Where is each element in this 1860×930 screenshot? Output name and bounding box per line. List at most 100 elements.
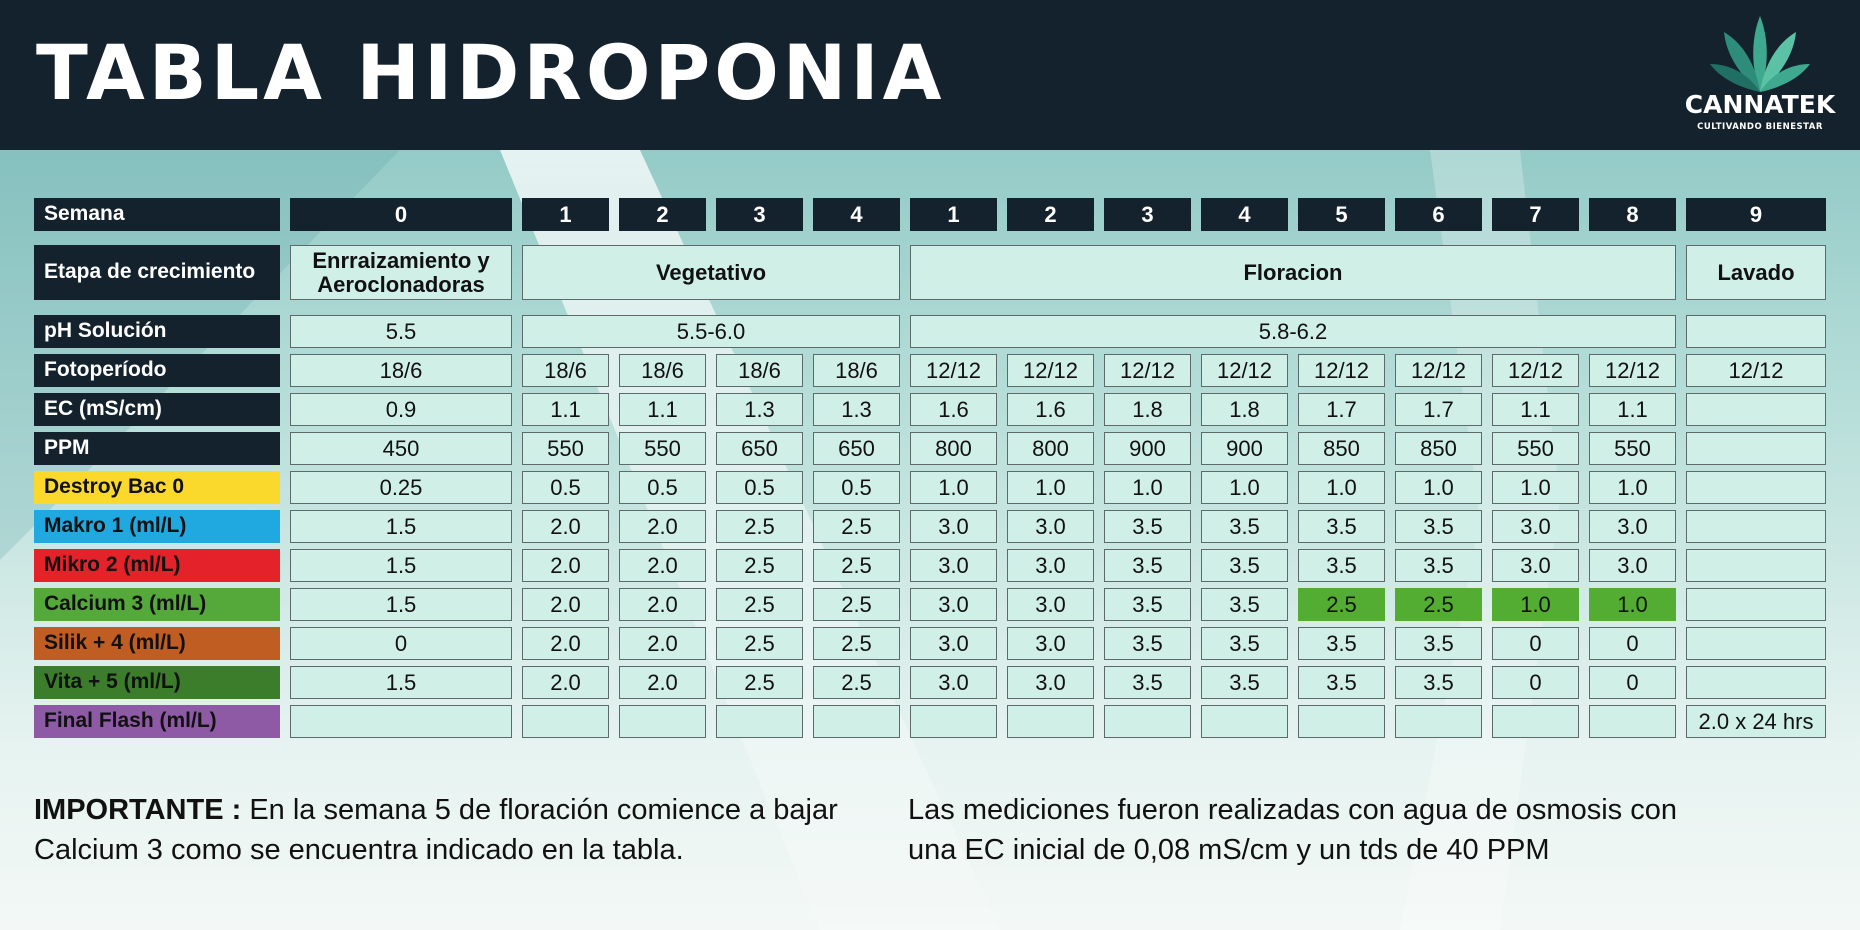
table-cell: 850 [1395,432,1482,465]
table-cell: 0 [1589,666,1676,699]
table-cell: 12/12 [1395,354,1482,387]
table-cell: 3.0 [910,549,997,582]
table-cell [1298,705,1385,738]
table-cell: 2.0 [522,549,609,582]
week-header-cell: 7 [1492,198,1579,231]
table-cell: 1.8 [1201,393,1288,426]
table-cell: 0 [1492,666,1579,699]
table-cell: 3.5 [1201,510,1288,543]
table-cell [1104,705,1191,738]
table-cell: 3.5 [1201,549,1288,582]
week-header-cell: 2 [1007,198,1094,231]
table-cell [1686,471,1826,504]
table-cell: 2.0 [619,627,706,660]
table-cell: 1.0 [1298,471,1385,504]
table-cell: 650 [813,432,900,465]
header-bar: TABLA HIDROPONIA CANNATEK CULTIVANDO BIE… [0,0,1860,150]
week-header-cell: 3 [1104,198,1191,231]
measurements-note: Las mediciones fueron realizadas con agu… [908,794,1677,866]
table-cell: 450 [290,432,512,465]
table-cell: 1.7 [1298,393,1385,426]
table-cell: 1.0 [1589,471,1676,504]
table-cell: 2.5 [716,588,803,621]
table-cell: 2.5 [813,549,900,582]
table-cell: 1.0 [1589,588,1676,621]
table-cell: 0 [290,627,512,660]
table-cell: 2.0 [619,588,706,621]
table-cell: 2.0 [619,510,706,543]
table-cell: 1.0 [1492,588,1579,621]
table-cell: 12/12 [910,354,997,387]
table-cell: 650 [716,432,803,465]
table-cell: 3.0 [1007,627,1094,660]
table-cell: 2.0 [522,510,609,543]
table-cell: 900 [1104,432,1191,465]
row-label-vita-5-ml-l: Vita + 5 (ml/L) [34,666,280,699]
table-cell: 1.8 [1104,393,1191,426]
brand-tagline: CULTIVANDO BIENESTAR [1697,122,1823,132]
table-cell: 18/6 [290,354,512,387]
table-cell: 850 [1298,432,1385,465]
table-cell [1589,705,1676,738]
table-cell [1686,432,1826,465]
table-cell: 12/12 [1686,354,1826,387]
important-label: IMPORTANTE : [34,794,242,826]
table-cell [910,705,997,738]
table-cell: 3.0 [1007,510,1094,543]
table-cell: 1.0 [1395,471,1482,504]
row-label-semana: Semana [34,198,280,231]
table-cell: 3.0 [1492,549,1579,582]
table-cell: 1.1 [619,393,706,426]
table-cell: 0.9 [290,393,512,426]
table-cell: 2.5 [716,666,803,699]
table-cell: Floracion [910,245,1676,300]
table-cell [619,705,706,738]
week-header-cell: 8 [1589,198,1676,231]
table-cell: 12/12 [1007,354,1094,387]
table-cell: 3.5 [1104,666,1191,699]
table-cell: 2.5 [813,588,900,621]
table-cell [522,705,609,738]
table-cell: 2.5 [813,666,900,699]
table-cell: 2.0 [522,627,609,660]
table-cell: 550 [522,432,609,465]
table-cell: 2.0 [522,588,609,621]
table-cell: 3.0 [1492,510,1579,543]
table-cell: 1.3 [716,393,803,426]
table-cell: 3.5 [1298,666,1385,699]
table-cell: Lavado [1686,245,1826,300]
table-cell: 3.5 [1104,549,1191,582]
table-cell: 3.5 [1201,588,1288,621]
table-cell: 2.5 [813,627,900,660]
table-cell: 1.0 [1007,471,1094,504]
table-cell [1007,705,1094,738]
row-label-silik-4-ml-l: Silik + 4 (ml/L) [34,627,280,660]
table-cell: 3.0 [910,588,997,621]
table-cell: 2.0 [522,666,609,699]
table-cell: 12/12 [1104,354,1191,387]
table-cell: 2.0 [619,549,706,582]
row-label-calcium-3-ml-l: Calcium 3 (ml/L) [34,588,280,621]
table-cell: 0 [1589,627,1676,660]
table-cell: 550 [1492,432,1579,465]
table-cell: 18/6 [813,354,900,387]
table-cell: 3.0 [1007,666,1094,699]
week-header-cell: 0 [290,198,512,231]
table-cell: 18/6 [522,354,609,387]
week-header-cell: 3 [716,198,803,231]
table-cell: 2.5 [716,549,803,582]
table-cell: 3.5 [1298,549,1385,582]
table-cell: 1.0 [1201,471,1288,504]
table-cell: 3.5 [1201,666,1288,699]
table-cell: 0.5 [716,471,803,504]
table-cell: 1.0 [1104,471,1191,504]
table-cell: 12/12 [1589,354,1676,387]
cannabis-leaf-icon [1710,16,1810,92]
table-cell [1686,666,1826,699]
table-cell: 1.3 [813,393,900,426]
table-cell: 0.25 [290,471,512,504]
table-cell [290,705,512,738]
table-cell: 3.0 [910,666,997,699]
table-cell: 12/12 [1201,354,1288,387]
week-header-cell: 2 [619,198,706,231]
